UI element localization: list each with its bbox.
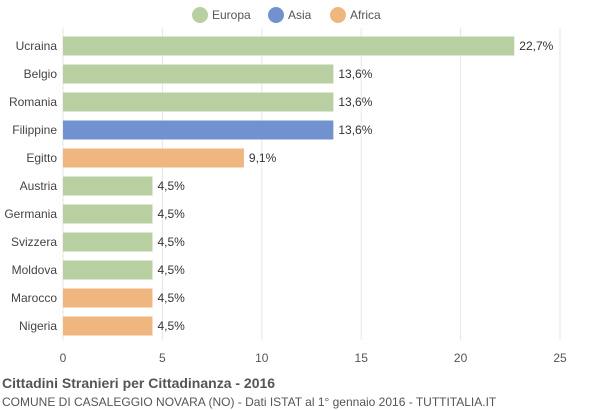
x-tick-label: 25 (553, 351, 567, 365)
category-label: Austria (20, 179, 58, 193)
value-label: 13,6% (338, 123, 372, 137)
bar (63, 316, 153, 336)
bars (63, 36, 515, 336)
bar (63, 36, 515, 56)
category-label: Egitto (26, 151, 57, 165)
category-labels: Ucraina Belgio Romania Filippine Egitto Austr… (4, 39, 57, 333)
value-label: 4,5% (157, 179, 185, 193)
legend: Europa Asia Africa (192, 7, 381, 23)
category-label: Marocco (11, 291, 57, 305)
value-label: 4,5% (157, 207, 185, 221)
value-label: 13,6% (338, 67, 372, 81)
value-label: 4,5% (157, 235, 185, 249)
category-label: Nigeria (19, 319, 57, 333)
value-label: 9,1% (249, 151, 277, 165)
category-label: Svizzera (11, 235, 57, 249)
legend-swatch (330, 7, 346, 23)
category-label: Moldova (12, 263, 58, 277)
bar (63, 260, 153, 280)
bar (63, 288, 153, 308)
legend-label: Africa (350, 8, 381, 22)
category-label: Germania (4, 207, 57, 221)
category-label: Ucraina (16, 39, 58, 53)
bar (63, 92, 334, 112)
value-label: 4,5% (157, 263, 185, 277)
legend-swatch (268, 7, 284, 23)
value-label: 4,5% (157, 291, 185, 305)
bar (63, 204, 153, 224)
value-label: 22,7% (519, 39, 553, 53)
x-tick-label: 10 (255, 351, 269, 365)
bar (63, 232, 153, 252)
bar (63, 148, 244, 168)
category-label: Romania (9, 95, 57, 109)
x-tick-label: 15 (355, 351, 369, 365)
x-tick-label: 0 (60, 351, 67, 365)
bar (63, 176, 153, 196)
legend-swatch (192, 7, 208, 23)
chart-title: Cittadini Stranieri per Cittadinanza - 2… (2, 375, 276, 391)
legend-label: Asia (288, 8, 312, 22)
value-label: 13,6% (338, 95, 372, 109)
x-tick-label: 5 (159, 351, 166, 365)
bar (63, 64, 334, 84)
x-tick-label: 20 (454, 351, 468, 365)
category-label: Belgio (24, 67, 58, 81)
x-axis-ticks: 0 5 10 15 20 25 (60, 351, 567, 365)
category-label: Filippine (12, 123, 57, 137)
value-label: 4,5% (157, 319, 185, 333)
bar (63, 120, 334, 140)
value-labels: 22,7% 13,6% 13,6% 13,6% 9,1% 4,5% 4,5% 4,5% 4,5%… (157, 39, 553, 333)
chart-subtitle: COMUNE DI CASALEGGIO NOVARA (NO) - Dati … (2, 395, 497, 409)
bar-chart: Europa Asia Africa Ucraina Belgio Romania Fil… (4, 7, 567, 365)
legend-label: Europa (212, 8, 251, 22)
